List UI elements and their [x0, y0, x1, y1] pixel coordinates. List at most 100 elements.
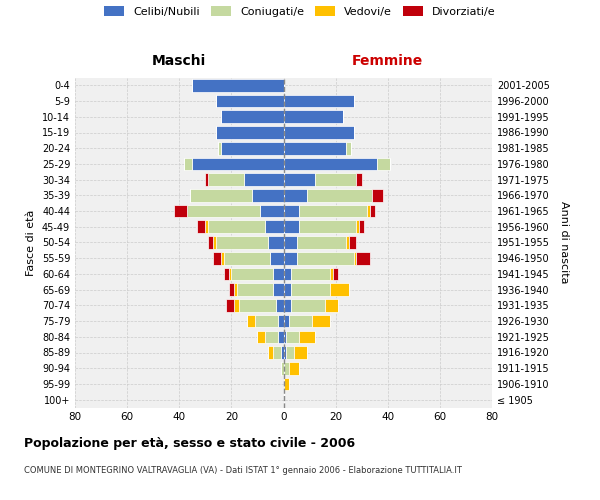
Text: Maschi: Maschi — [152, 54, 206, 68]
Bar — [284, 299, 292, 312]
Bar — [356, 220, 359, 233]
Bar — [239, 299, 275, 312]
Bar — [213, 252, 221, 264]
Bar — [377, 158, 391, 170]
Bar — [271, 252, 284, 264]
Bar — [216, 236, 268, 249]
Bar — [260, 205, 284, 218]
Bar — [284, 346, 286, 359]
Bar — [286, 346, 294, 359]
Bar — [268, 236, 284, 249]
Bar — [331, 284, 349, 296]
Bar — [273, 346, 281, 359]
Bar — [234, 299, 239, 312]
Bar — [289, 362, 299, 374]
Bar — [257, 330, 265, 343]
Bar — [278, 330, 284, 343]
Bar — [268, 346, 273, 359]
Bar — [275, 299, 284, 312]
Bar — [281, 346, 284, 359]
Y-axis label: Fasce di età: Fasce di età — [26, 210, 36, 276]
Bar — [273, 268, 284, 280]
Bar — [292, 284, 331, 296]
Bar — [359, 220, 364, 233]
Bar — [284, 158, 377, 170]
Bar — [284, 220, 299, 233]
Bar — [192, 79, 284, 92]
Bar — [312, 315, 331, 328]
Bar — [284, 205, 299, 218]
Bar — [356, 252, 370, 264]
Bar — [265, 330, 278, 343]
Bar — [284, 174, 315, 186]
Bar — [370, 205, 375, 218]
Bar — [299, 220, 356, 233]
Bar — [232, 268, 273, 280]
Bar — [229, 284, 234, 296]
Bar — [289, 315, 312, 328]
Bar — [205, 220, 208, 233]
Bar — [354, 252, 356, 264]
Bar — [372, 189, 383, 202]
Bar — [278, 315, 284, 328]
Bar — [252, 189, 284, 202]
Bar — [174, 205, 187, 218]
Bar — [296, 236, 346, 249]
Bar — [284, 95, 354, 108]
Bar — [299, 205, 367, 218]
Bar — [284, 378, 289, 390]
Bar — [284, 110, 343, 123]
Bar — [296, 252, 354, 264]
Bar — [192, 158, 284, 170]
Bar — [284, 126, 354, 139]
Bar — [208, 220, 265, 233]
Bar — [236, 284, 273, 296]
Bar — [286, 330, 299, 343]
Bar — [216, 126, 284, 139]
Bar — [284, 315, 289, 328]
Bar — [284, 284, 292, 296]
Bar — [367, 205, 370, 218]
Y-axis label: Anni di nascita: Anni di nascita — [559, 201, 569, 284]
Bar — [221, 110, 284, 123]
Bar — [294, 346, 307, 359]
Bar — [221, 252, 224, 264]
Bar — [284, 362, 289, 374]
Bar — [292, 299, 325, 312]
Bar — [216, 95, 284, 108]
Bar — [213, 236, 216, 249]
Bar — [331, 268, 333, 280]
Bar — [349, 236, 356, 249]
Bar — [197, 220, 205, 233]
Bar — [299, 330, 315, 343]
Bar — [325, 299, 338, 312]
Bar — [315, 174, 356, 186]
Bar — [292, 268, 331, 280]
Bar — [284, 142, 346, 154]
Bar — [281, 362, 284, 374]
Text: Popolazione per età, sesso e stato civile - 2006: Popolazione per età, sesso e stato civil… — [24, 438, 355, 450]
Bar — [307, 189, 372, 202]
Legend: Celibi/Nubili, Coniugati/e, Vedovi/e, Divorziati/e: Celibi/Nubili, Coniugati/e, Vedovi/e, Di… — [101, 3, 499, 20]
Bar — [284, 268, 292, 280]
Bar — [346, 142, 351, 154]
Bar — [226, 299, 234, 312]
Bar — [284, 330, 286, 343]
Bar — [356, 174, 362, 186]
Bar — [346, 236, 349, 249]
Bar — [184, 158, 192, 170]
Bar — [208, 236, 213, 249]
Bar — [218, 142, 221, 154]
Bar — [190, 189, 252, 202]
Bar — [208, 174, 244, 186]
Bar — [255, 315, 278, 328]
Bar — [265, 220, 284, 233]
Bar — [221, 142, 284, 154]
Bar — [244, 174, 284, 186]
Bar — [224, 268, 229, 280]
Bar — [284, 189, 307, 202]
Text: COMUNE DI MONTEGRINO VALTRAVAGLIA (VA) - Dati ISTAT 1° gennaio 2006 - Elaborazio: COMUNE DI MONTEGRINO VALTRAVAGLIA (VA) -… — [24, 466, 462, 475]
Bar — [284, 236, 296, 249]
Bar — [284, 252, 296, 264]
Bar — [205, 174, 208, 186]
